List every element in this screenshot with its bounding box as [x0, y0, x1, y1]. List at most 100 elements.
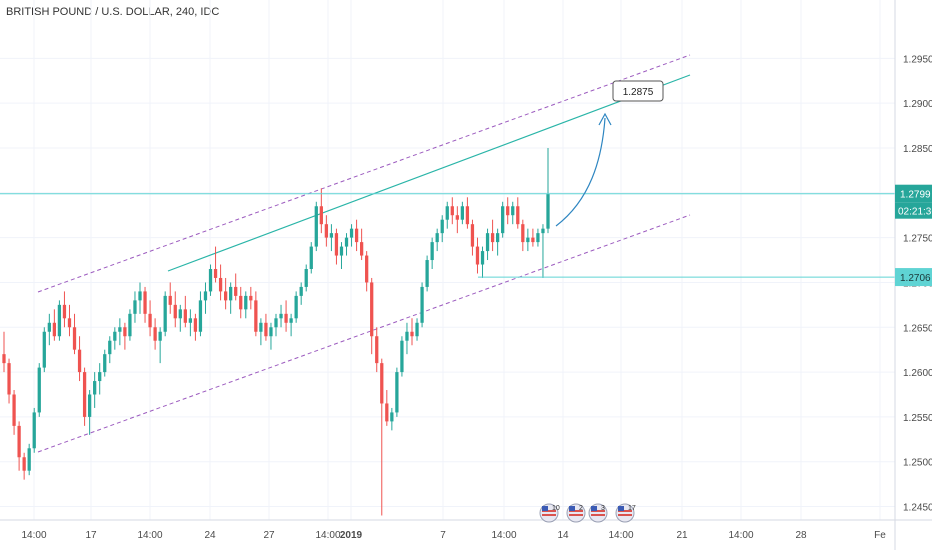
price-tick-label: 1.2900	[903, 99, 932, 110]
time-tick-label: 14:00	[137, 530, 162, 541]
flag-stripe	[618, 514, 632, 516]
time-tick-label: 14:00	[608, 530, 633, 541]
candle-body	[450, 206, 454, 216]
target-callout-text: 1.2875	[623, 87, 654, 98]
candle-body	[37, 367, 41, 413]
arrow-head-icon	[598, 112, 612, 126]
candle-body	[475, 246, 480, 265]
candle-body	[128, 313, 132, 337]
candle-body	[72, 327, 77, 350]
candle-body	[269, 327, 273, 337]
countdown-label: 02:21:36	[898, 207, 932, 218]
candle-body	[501, 206, 505, 234]
candle-body	[435, 233, 439, 243]
candle-body	[223, 291, 228, 301]
time-tick-label: 27	[263, 530, 275, 541]
event-badge-count: 10	[552, 505, 560, 512]
level-price-label: 1.2706	[900, 273, 931, 284]
candle-body	[264, 322, 268, 337]
candle-body	[314, 206, 318, 247]
trend-line	[167, 74, 691, 272]
price-tick-label: 1.2500	[903, 458, 932, 469]
candle-body	[7, 363, 11, 395]
flag-stripe	[542, 510, 556, 512]
candle-body	[304, 269, 308, 287]
candle-body	[239, 295, 243, 310]
candle-body	[218, 277, 223, 292]
price-tick-label: 1.2600	[903, 368, 932, 379]
flag-stripe	[569, 514, 583, 516]
flag-canton	[569, 506, 575, 511]
event-badge-count: 2	[579, 505, 583, 512]
candle-body	[62, 304, 67, 319]
candle-body	[526, 237, 530, 243]
candle-body	[536, 233, 540, 243]
candle-body	[541, 228, 545, 234]
candle-body	[57, 304, 62, 337]
flag-canton	[591, 506, 597, 511]
candle-body	[354, 228, 359, 243]
candle-body	[22, 457, 26, 471]
current-price-tag	[895, 184, 932, 203]
candle-body	[133, 300, 137, 314]
candle-body	[123, 327, 127, 337]
candle-body	[168, 295, 172, 305]
candle-body	[546, 193, 550, 229]
candle-body	[425, 260, 429, 287]
level-price-tag	[895, 268, 932, 287]
time-tick-label: 14	[557, 530, 569, 541]
candle-body	[309, 246, 313, 269]
candle-body	[113, 331, 117, 341]
candle-body	[77, 349, 82, 373]
time-tick-label: 21	[676, 530, 688, 541]
time-tick-label: 14:00	[491, 530, 516, 541]
candle-body	[2, 354, 6, 364]
price-levels	[0, 193, 895, 278]
candle-body	[521, 224, 525, 243]
time-tick-label: 2019	[340, 530, 363, 541]
candle-body	[42, 331, 46, 368]
candle-body	[17, 425, 21, 458]
candle-body	[229, 286, 233, 301]
channel-upper-line	[37, 54, 691, 293]
candle-body	[163, 295, 167, 332]
time-axis: 14:00 17 14:00 24 27 14:00 2019 7 14:00 14 14:00 21…	[0, 519, 932, 541]
candle-body	[370, 282, 374, 337]
candle-body	[158, 331, 162, 341]
event-badge-count: 17	[628, 505, 636, 512]
candle-body	[47, 322, 51, 332]
flag-stripe	[569, 510, 583, 512]
candle-body	[375, 336, 379, 364]
candle-body	[234, 286, 238, 296]
time-tick-label: Fe	[874, 530, 886, 541]
candle-body	[244, 295, 248, 310]
candle-body	[365, 255, 369, 283]
candle-body	[289, 318, 293, 323]
candle-body	[344, 237, 349, 247]
candle-body	[108, 340, 112, 355]
candle-body	[460, 206, 465, 220]
price-tick-label: 1.2850	[903, 144, 932, 155]
time-tick-label: 24	[204, 530, 216, 541]
candle-body	[138, 291, 142, 301]
price-tick-label: 1.2650	[903, 323, 932, 334]
flag-stripe	[542, 514, 556, 516]
candle-body	[440, 219, 444, 234]
candle-body	[405, 331, 409, 341]
candle-body	[465, 206, 470, 225]
channel-lower-line	[37, 214, 691, 453]
candle-body	[178, 309, 182, 319]
time-tick-label: 14:00	[21, 530, 46, 541]
flag-stripe	[591, 514, 605, 516]
candle-body	[415, 322, 419, 337]
candle-body	[254, 300, 258, 332]
current-price-label: 1.2799	[900, 190, 931, 201]
candle-body	[173, 304, 177, 319]
candle-body	[118, 327, 122, 332]
flag-stripe	[591, 510, 605, 512]
flag-canton	[618, 506, 624, 511]
candle-body	[98, 372, 102, 382]
chart-title: BRITISH POUND / U.S. DOLLAR, 240, IDC	[6, 6, 220, 18]
candle-body	[339, 246, 344, 256]
